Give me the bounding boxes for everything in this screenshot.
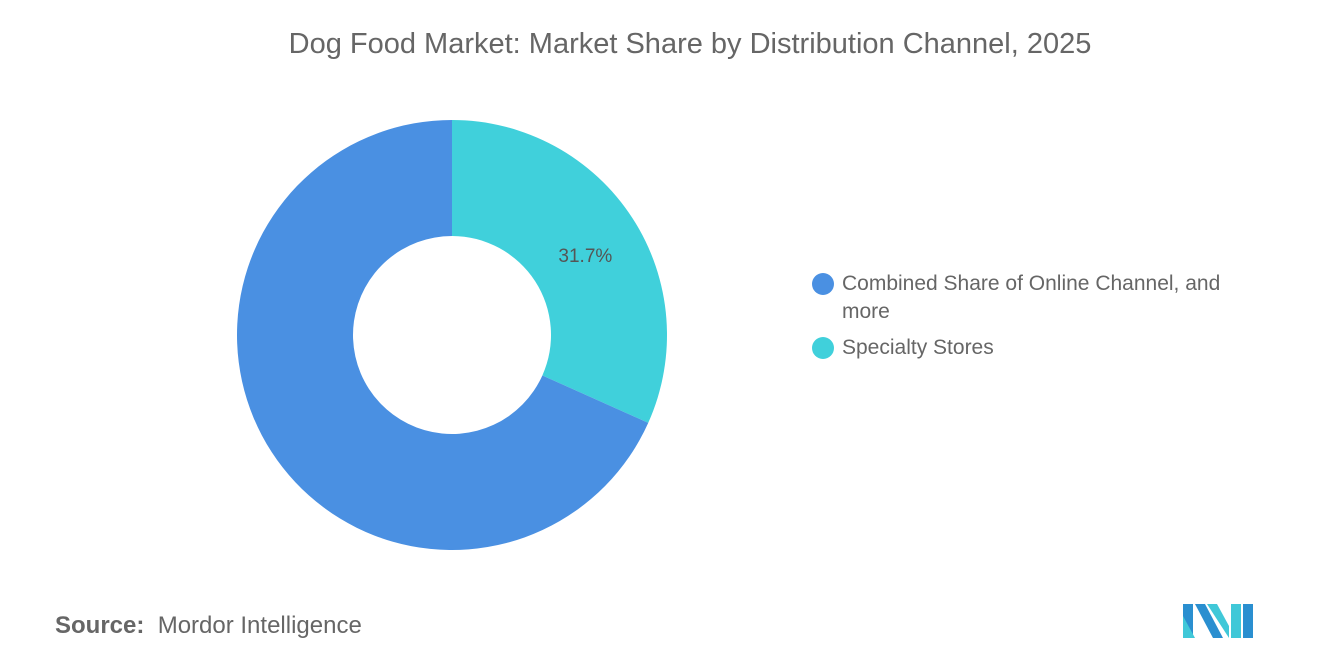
legend-item-online[interactable]: Combined Share of Online Channel, and mo… — [812, 270, 1272, 326]
data-label: 31.7% — [558, 246, 612, 267]
legend-item-specialty[interactable]: Specialty Stores — [812, 334, 1272, 362]
legend-swatch — [812, 337, 834, 359]
legend-swatch — [812, 273, 834, 295]
source-prefix: Source: — [55, 612, 145, 639]
legend-label: Combined Share of Online Channel, and mo… — [842, 272, 1221, 323]
mordor-intelligence-logo — [1183, 604, 1253, 638]
chart-title: Dog Food Market: Market Share by Distrib… — [288, 28, 1092, 60]
slice-specialty-stores[interactable] — [452, 120, 667, 423]
legend: Combined Share of Online Channel, and mo… — [812, 270, 1272, 370]
source-text: Mordor Intelligence — [157, 612, 362, 639]
legend-label: Specialty Stores — [842, 336, 994, 359]
source-note: Source: Mordor Intelligence — [55, 612, 362, 640]
slice-combined-share-of-online-channel-and-more[interactable] — [237, 120, 649, 550]
